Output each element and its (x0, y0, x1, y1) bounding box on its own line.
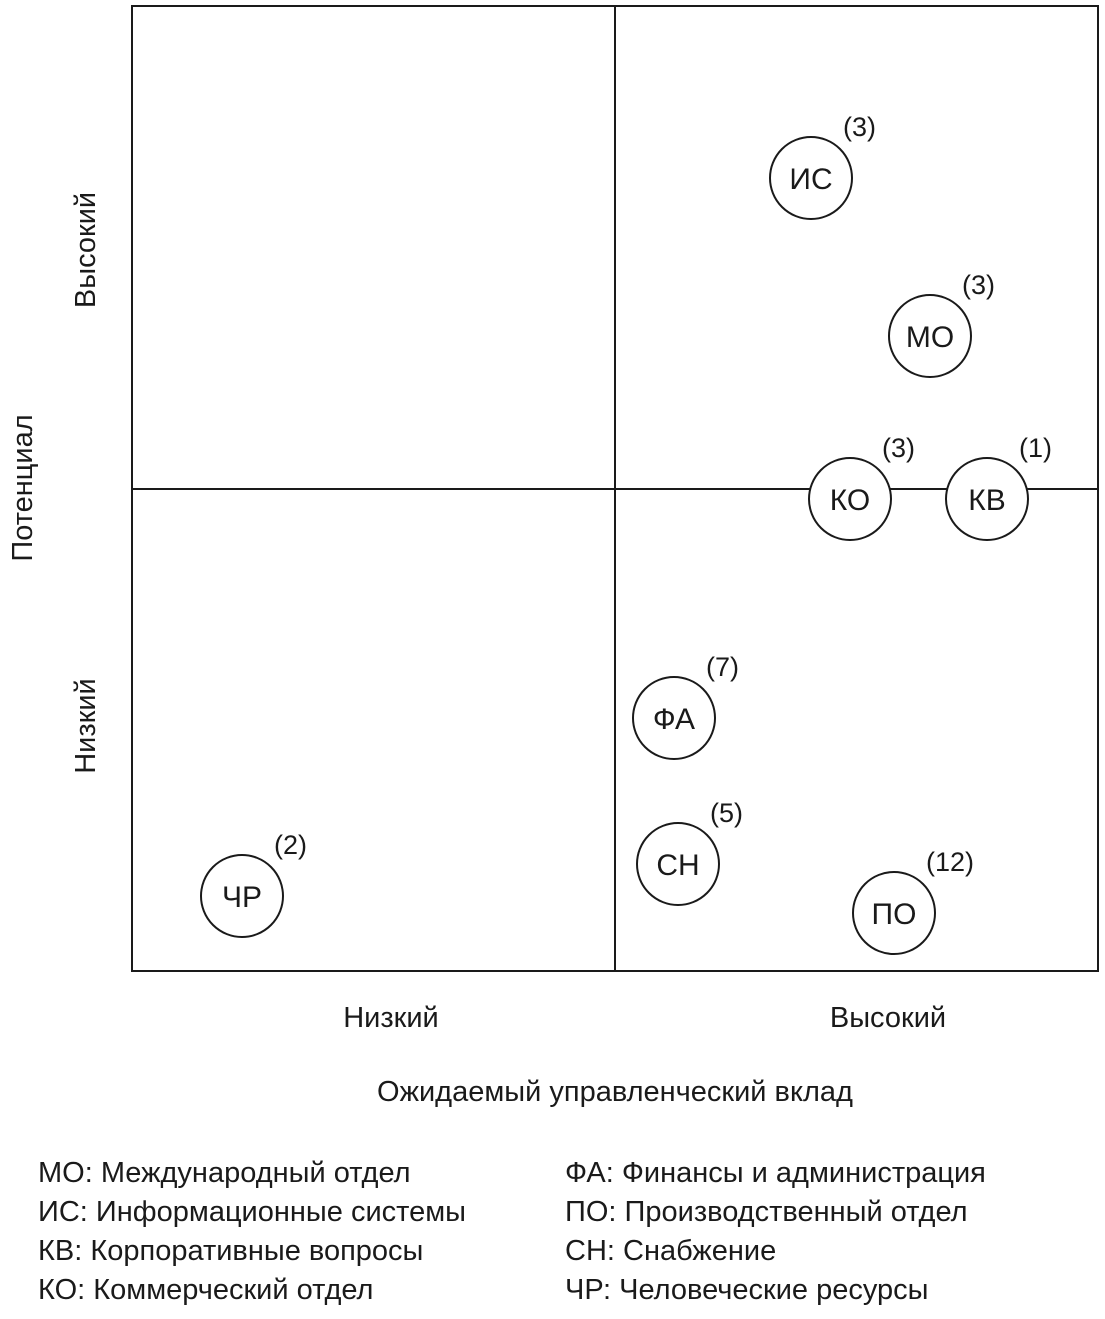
x-axis-title: Ожидаемый управленческий вклад (377, 1076, 853, 1108)
unit-count-label: (2) (274, 830, 307, 860)
unit-code-label: МО (906, 321, 954, 354)
unit-count-label: (3) (962, 270, 995, 300)
unit-code-label: ИС (789, 163, 832, 196)
matrix-diagram: Потенциал Высокий Низкий Низкий Высокий … (7, 5, 1099, 1108)
y-axis-high-label: Высокий (70, 192, 102, 308)
unit-node: МО (3) (888, 270, 995, 378)
unit-node: СН (5) (636, 798, 743, 906)
unit-code-label: ПО (872, 898, 917, 931)
unit-circle (945, 457, 1029, 541)
unit-node: ЧР (2) (200, 830, 307, 938)
legend-item: ИС: Информационные системы (38, 1196, 467, 1228)
unit-count-label: (3) (843, 112, 876, 142)
unit-circle (888, 294, 972, 378)
legend-item: ПО: Производственный отдел (565, 1196, 968, 1228)
unit-node: ИС (3) (769, 112, 876, 220)
y-axis-low-label: Низкий (70, 678, 102, 774)
unit-node: КО (3) (808, 433, 915, 541)
unit-count-label: (3) (882, 433, 915, 463)
legend-item: СН: Снабжение (565, 1235, 777, 1267)
unit-count-label: (12) (926, 847, 974, 877)
y-axis-title: Потенциал (7, 414, 39, 561)
legend-right-column: ФА: Финансы и администрация ПО: Производ… (565, 1154, 986, 1310)
unit-code-label: СН (656, 849, 699, 882)
legend-item: КВ: Корпоративные вопросы (38, 1235, 424, 1267)
unit-circle (200, 854, 284, 938)
unit-circle (769, 136, 853, 220)
unit-circle (852, 871, 936, 955)
unit-code-label: ФА (653, 703, 695, 736)
unit-count-label: (7) (706, 652, 739, 682)
x-axis-high-label: Высокий (830, 1002, 946, 1034)
unit-circle (632, 676, 716, 760)
unit-node: КВ (1) (945, 433, 1052, 541)
legend-left-column: МО: Международный отдел ИС: Информационн… (38, 1154, 466, 1310)
legend-item: КО: Коммерческий отдел (38, 1274, 374, 1306)
unit-code-label: ЧР (222, 881, 262, 914)
legend-item: ЧР: Человеческие ресурсы (565, 1274, 929, 1306)
unit-code-label: КВ (968, 484, 1006, 517)
units-layer: ИС (3) МО (3) КО (3) КВ (1) ФА (7) СН (5) ПО (12) ЧР (2… (200, 112, 1052, 955)
unit-circle (636, 822, 720, 906)
unit-node: ФА (7) (632, 652, 739, 760)
unit-count-label: (1) (1019, 433, 1052, 463)
unit-count-label: (5) (710, 798, 743, 828)
unit-node: ПО (12) (852, 847, 974, 955)
legend-item: ФА: Финансы и администрация (565, 1157, 986, 1189)
unit-code-label: КО (830, 484, 870, 517)
legend-item: МО: Международный отдел (38, 1157, 411, 1189)
x-axis-low-label: Низкий (343, 1002, 439, 1034)
unit-circle (808, 457, 892, 541)
